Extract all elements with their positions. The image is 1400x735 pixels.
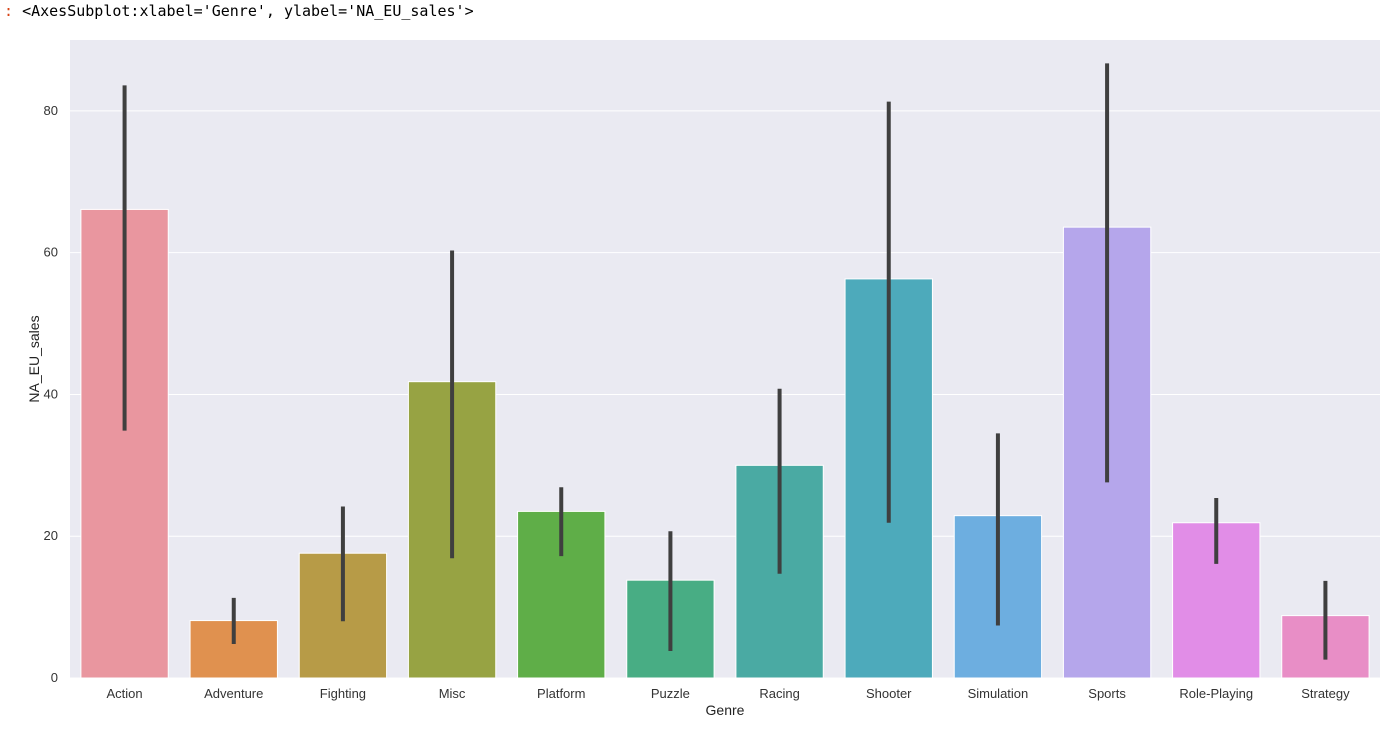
- y-tick-labels: 0 20 40 60 80: [44, 103, 58, 685]
- y-tick-label: 60: [44, 245, 58, 260]
- y-tick-label: 80: [44, 103, 58, 118]
- output-repr: <AxesSubplot:xlabel='Genre', ylabel='NA_…: [22, 2, 474, 20]
- x-axis-label: Genre: [706, 702, 745, 718]
- x-tick-label: Platform: [537, 686, 585, 701]
- output-prompt: :: [4, 2, 14, 20]
- x-tick-label: Simulation: [968, 686, 1029, 701]
- cell-output-line: : <AxesSubplot:xlabel='Genre', ylabel='N…: [4, 2, 474, 20]
- x-tick-label: Adventure: [204, 686, 263, 701]
- y-tick-label: 20: [44, 528, 58, 543]
- bar-adventure: [189, 620, 278, 679]
- x-tick-label: Sports: [1088, 686, 1126, 701]
- x-tick-label: Fighting: [320, 686, 366, 701]
- y-tick-label: 0: [51, 670, 58, 685]
- x-tick-label: Misc: [439, 686, 466, 701]
- x-tick-label: Racing: [759, 686, 799, 701]
- x-tick-labels: Action Adventure Fighting Misc Platform Puzzl…: [107, 686, 1351, 701]
- error-bars-group: [122, 63, 1328, 660]
- y-tick-label: 40: [44, 386, 58, 401]
- grid-lines: [70, 110, 1380, 679]
- x-tick-label: Role-Playing: [1179, 686, 1253, 701]
- y-axis-label: NA_EU_sales: [26, 315, 42, 402]
- x-tick-label: Shooter: [866, 686, 912, 701]
- x-tick-label: Action: [107, 686, 143, 701]
- x-tick-label: Strategy: [1301, 686, 1350, 701]
- plot-area: [70, 40, 1380, 678]
- x-tick-label: Puzzle: [651, 686, 690, 701]
